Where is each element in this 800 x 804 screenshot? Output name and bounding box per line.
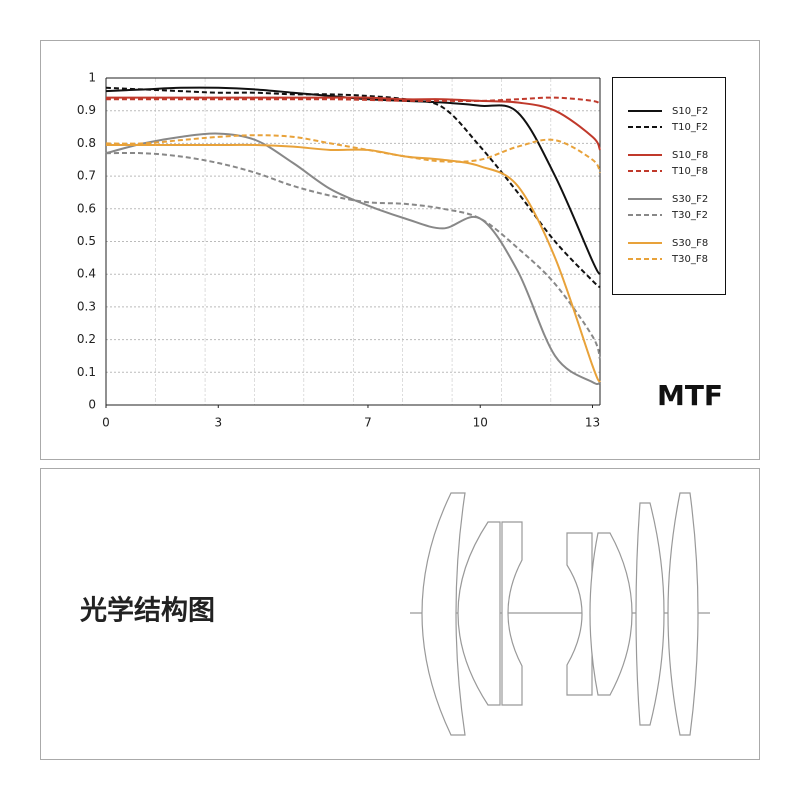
grid-background — [106, 78, 600, 405]
legend-label: T30_F8 — [671, 254, 708, 265]
x-tick-label: 10 — [473, 416, 488, 430]
y-tick-label: 0 — [88, 398, 96, 412]
series-line — [105, 134, 601, 174]
y-tick-label: 1 — [88, 71, 96, 85]
legend-label: S10_F2 — [672, 106, 708, 117]
chart-panel — [40, 40, 760, 460]
legend-label: T10_F2 — [671, 122, 708, 133]
lens-element — [589, 532, 633, 696]
x-tick-label: 13 — [585, 416, 600, 430]
series-line — [105, 86, 601, 289]
diagram-panel — [40, 468, 760, 760]
x-tick-label: 0 — [102, 416, 110, 430]
legend-label: S30_F2 — [672, 194, 708, 205]
lens-element — [457, 521, 501, 706]
legend-label: S10_F8 — [672, 150, 708, 161]
lens-element — [566, 532, 593, 696]
lens-element — [501, 521, 523, 706]
x-tick-label: 7 — [364, 416, 372, 430]
y-tick-label: 0.3 — [77, 299, 96, 313]
lens-diagram — [410, 492, 710, 736]
lens-element — [421, 492, 466, 736]
legend-label: S30_F8 — [672, 238, 708, 249]
legend-label: T10_F8 — [671, 166, 708, 177]
series-line — [105, 96, 601, 151]
y-tick-label: 0.4 — [77, 267, 96, 281]
annotation: MTF — [657, 379, 723, 412]
y-tick-label: 0.6 — [77, 201, 96, 215]
y-tick-label: 0.2 — [77, 332, 96, 346]
y-tick-label: 0.1 — [77, 365, 96, 379]
diagram-title: 光学结构图 — [79, 595, 215, 627]
lens-element — [635, 502, 665, 726]
series-line — [105, 151, 601, 360]
y-tick-label: 0.9 — [77, 103, 96, 117]
y-tick-label: 0.5 — [77, 234, 96, 248]
legend-label: T30_F2 — [671, 210, 708, 221]
y-tick-label: 0.8 — [77, 136, 96, 150]
x-tick-label: 3 — [214, 416, 222, 430]
series-line — [105, 143, 601, 383]
lens-element — [667, 492, 699, 736]
y-tick-label: 0.7 — [77, 169, 96, 183]
series-line — [105, 132, 601, 386]
